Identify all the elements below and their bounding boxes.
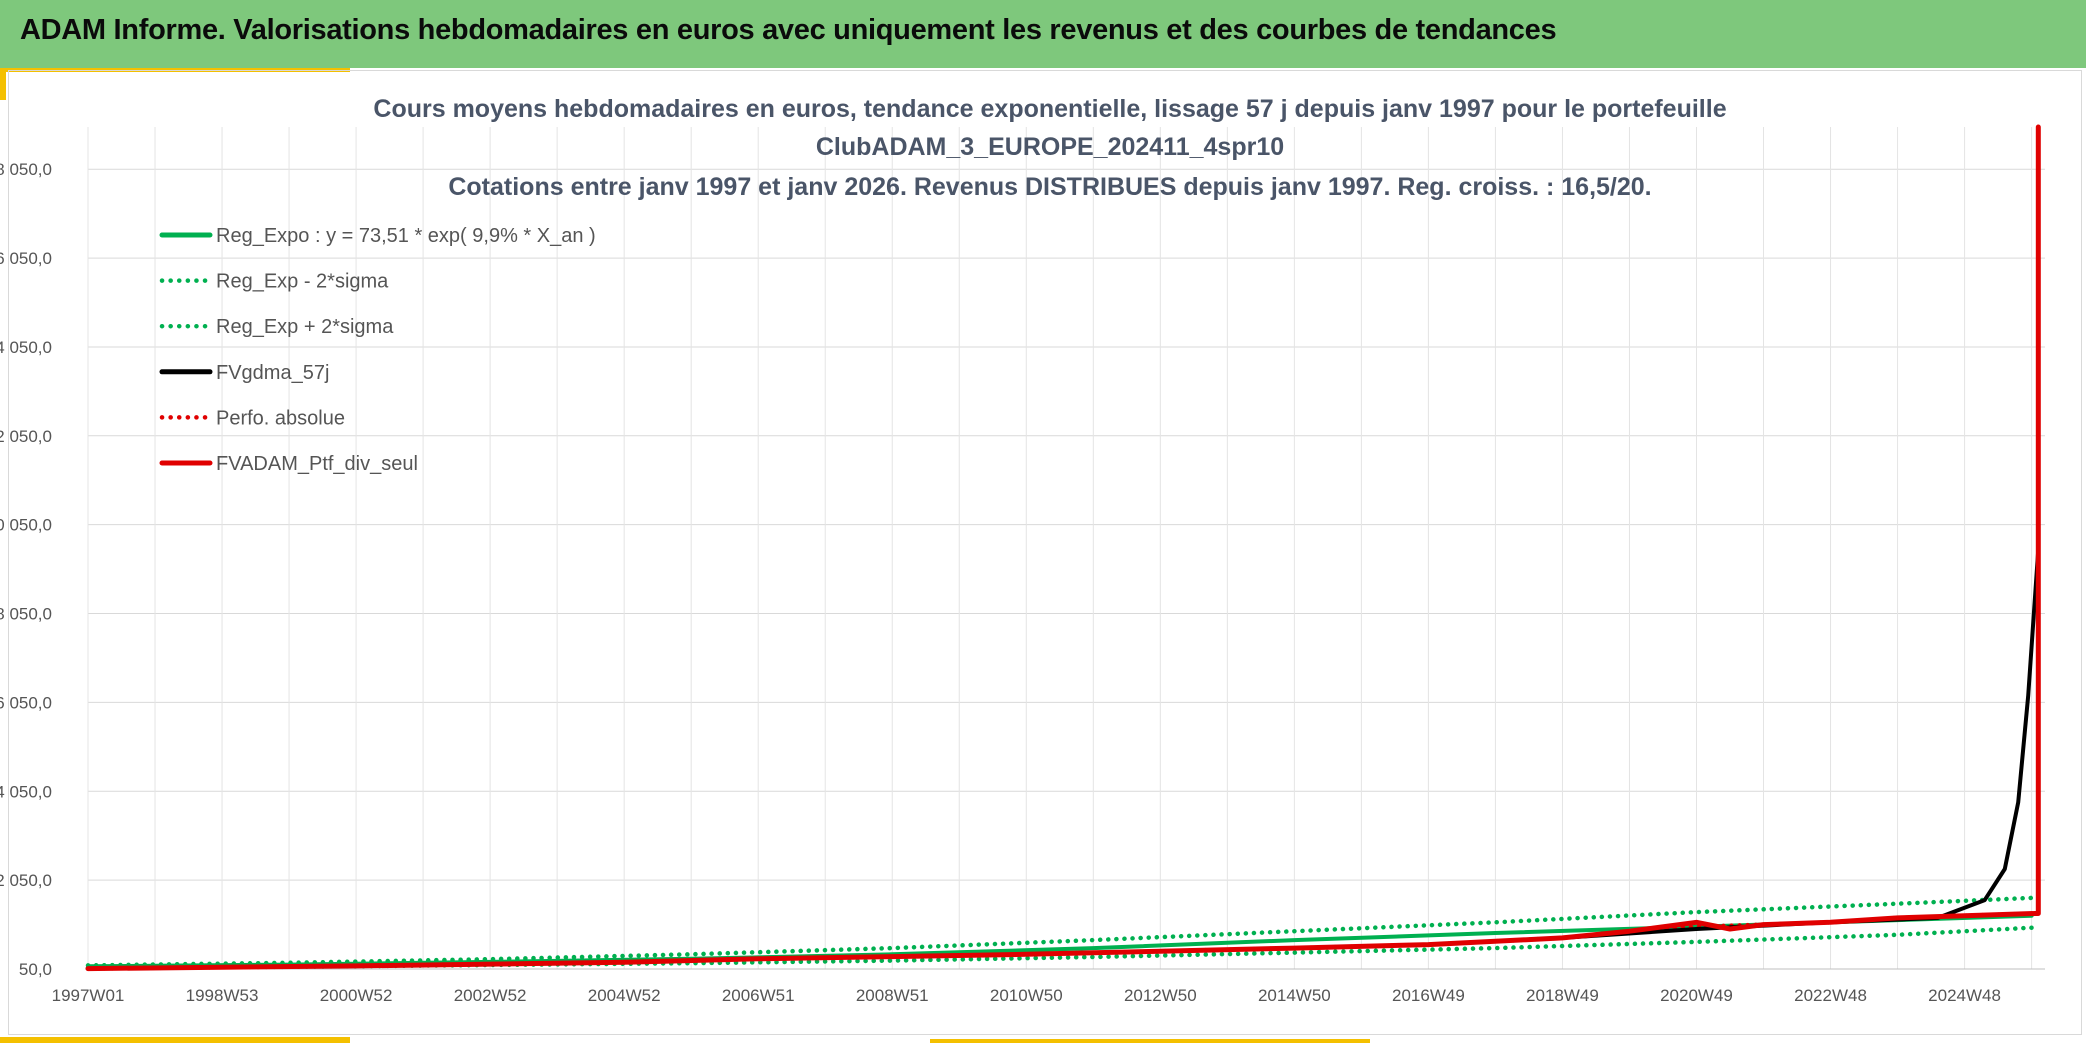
y-tick-label: 4 050,0 (0, 782, 52, 801)
legend-entry: FVgdma_57j (216, 362, 329, 384)
x-tick-label: 2024W48 (1928, 986, 2001, 1005)
series-line-3 (86, 547, 2041, 971)
y-tick-label: 50,0 (19, 960, 52, 979)
page-title: ADAM Informe. Valorisations hebdomadaire… (20, 14, 1557, 46)
x-tick-label: 2022W48 (1794, 986, 1867, 1005)
series-line-1 (85, 925, 2034, 971)
legend: Reg_Expo : y = 73,51 * exp( 9,9% * X_an … (159, 225, 596, 475)
chart-frame (8, 70, 2082, 1035)
chart-title: Cours moyens hebdomadaires en euros, ten… (373, 95, 1726, 201)
x-tick-label: 1998W53 (186, 986, 259, 1005)
x-tick-label: 2000W52 (320, 986, 393, 1005)
chart-title-line: ClubADAM_3_EUROPE_202411_4spr10 (816, 133, 1284, 161)
x-axis-tick-labels: 1997W01 1998W53 2000W52 2002W52 2004W52 2006W… (52, 986, 2001, 1005)
accent-bar-bottom-left (0, 1037, 350, 1043)
y-tick-label: 18 050,0 (0, 160, 52, 179)
chart-title-line: Cours moyens hebdomadaires en euros, ten… (373, 95, 1726, 123)
x-tick-label: 2008W51 (856, 986, 929, 1005)
grid-lines (87, 127, 2045, 970)
y-tick-label: 2 050,0 (0, 871, 52, 890)
y-tick-label: 10 050,0 (0, 516, 52, 535)
legend-entry: FVADAM_Ptf_div_seul (216, 453, 418, 475)
x-tick-label: 1997W01 (52, 986, 125, 1005)
y-tick-label: 14 050,0 (0, 338, 52, 357)
y-tick-label: 12 050,0 (0, 427, 52, 446)
y-axis-tick-labels: 50,0 2 050,0 4 050,0 6 050,0 8 050,0 10 050,0… (0, 160, 52, 979)
x-tick-label: 2020W49 (1660, 986, 1733, 1005)
series-line-2 (85, 895, 2034, 968)
legend-entry: Reg_Exp + 2*sigma (216, 316, 394, 338)
x-tick-label: 2014W50 (1258, 986, 1331, 1005)
chart-title-line: Cotations entre janv 1997 et janv 2026. … (448, 173, 1651, 201)
x-tick-label: 2016W49 (1392, 986, 1465, 1005)
x-tick-label: 2002W52 (454, 986, 527, 1005)
x-tick-label: 2012W50 (1124, 986, 1197, 1005)
y-tick-label: 8 050,0 (0, 605, 52, 624)
x-tick-label: 2018W49 (1526, 986, 1599, 1005)
legend-entry: Reg_Exp - 2*sigma (216, 271, 389, 293)
y-tick-label: 16 050,0 (0, 249, 52, 268)
accent-bar-bottom-center (930, 1039, 1370, 1043)
legend-entry: Reg_Expo : y = 73,51 * exp( 9,9% * X_an … (216, 225, 596, 247)
x-tick-label: 2010W50 (990, 986, 1063, 1005)
series-line-5 (85, 124, 2041, 972)
series-lines (85, 124, 2041, 972)
legend-entry: Perfo. absolue (216, 407, 345, 429)
accent-bar-left (0, 68, 6, 100)
header-bar: ADAM Informe. Valorisations hebdomadaire… (0, 0, 2086, 68)
x-tick-label: 2004W52 (588, 986, 661, 1005)
x-tick-label: 2006W51 (722, 986, 795, 1005)
y-tick-label: 6 050,0 (0, 693, 52, 712)
